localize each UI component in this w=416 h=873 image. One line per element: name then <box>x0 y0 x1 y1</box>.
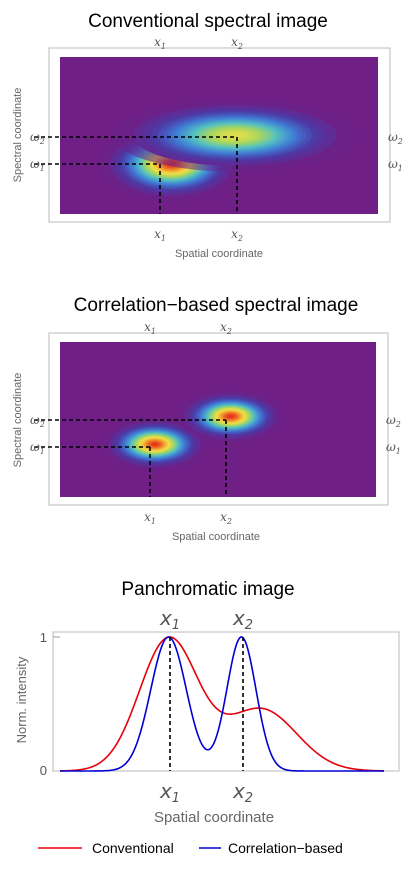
legend: Conventional Correlation−based <box>38 840 343 856</box>
right-tick-omega1: ω1 <box>386 440 401 456</box>
top-tick-x1: x1 <box>154 35 166 51</box>
conventional-peak-2-level-20 <box>223 132 247 139</box>
legend-label-conventional: Conventional <box>92 840 174 856</box>
right-tick-omega2: ω2 <box>386 413 401 429</box>
right-tick-omega2: ω2 <box>388 130 403 146</box>
top-tick-x2: x2 <box>232 606 253 633</box>
panchromatic-frame <box>52 631 400 772</box>
correlation-peak-1-level-28 <box>151 442 159 447</box>
bottom-tick-x2: x2 <box>220 510 232 526</box>
panchromatic-xlabel: Spatial coordinate <box>154 809 274 826</box>
correlation-panel: Correlation−based spectral image x1 x2 x… <box>12 295 401 543</box>
panchromatic-title: Panchromatic image <box>121 579 294 600</box>
conventional-guides <box>34 136 238 214</box>
bottom-tick-x1: x1 <box>159 779 180 806</box>
top-tick-x1: x1 <box>144 320 156 336</box>
left-tick-omega2: ω2 <box>30 413 45 429</box>
left-tick-omega1: ω1 <box>30 440 45 456</box>
bottom-tick-x2: x2 <box>231 227 243 243</box>
conventional-panel: Conventional spectral image x1 x2 x1 x2 … <box>12 11 403 260</box>
conventional-title: Conventional spectral image <box>88 11 328 32</box>
bottom-tick-x2: x2 <box>232 779 253 806</box>
ytick-1: 1 <box>40 630 47 645</box>
correlation-peak-2-level-28 <box>227 414 235 419</box>
correlation-title: Correlation−based spectral image <box>74 295 359 316</box>
panchromatic-ylabel: Norm. intensity <box>14 656 29 743</box>
top-tick-x2: x2 <box>231 35 243 51</box>
legend-label-correlation: Correlation−based <box>228 840 343 856</box>
ytick-0: 0 <box>40 763 47 778</box>
conventional-frame <box>48 47 391 223</box>
panchromatic-panel: Panchromatic image 1 0 Norm. intensity x… <box>14 579 400 826</box>
conventional-xlabel: Spatial coordinate <box>175 248 263 260</box>
top-tick-x1: x1 <box>159 606 180 633</box>
bottom-tick-x1: x1 <box>144 510 156 526</box>
correlation-xlabel: Spatial coordinate <box>172 531 260 543</box>
left-tick-omega2: ω2 <box>30 130 45 146</box>
correlation-guides <box>34 419 227 497</box>
bottom-tick-x1: x1 <box>154 227 166 243</box>
series-line-correlation <box>60 636 384 772</box>
correlation-ylabel: Spectral coordinate <box>12 373 24 468</box>
right-tick-omega1: ω1 <box>388 157 403 173</box>
conventional-ylabel: Spectral coordinate <box>12 88 24 183</box>
top-tick-x2: x2 <box>220 320 232 336</box>
panchromatic-guides <box>169 637 244 771</box>
correlation-frame <box>48 332 389 506</box>
left-tick-omega1: ω1 <box>30 157 45 173</box>
conventional-heatmap <box>60 57 378 214</box>
series-line-conventional <box>59 636 385 772</box>
